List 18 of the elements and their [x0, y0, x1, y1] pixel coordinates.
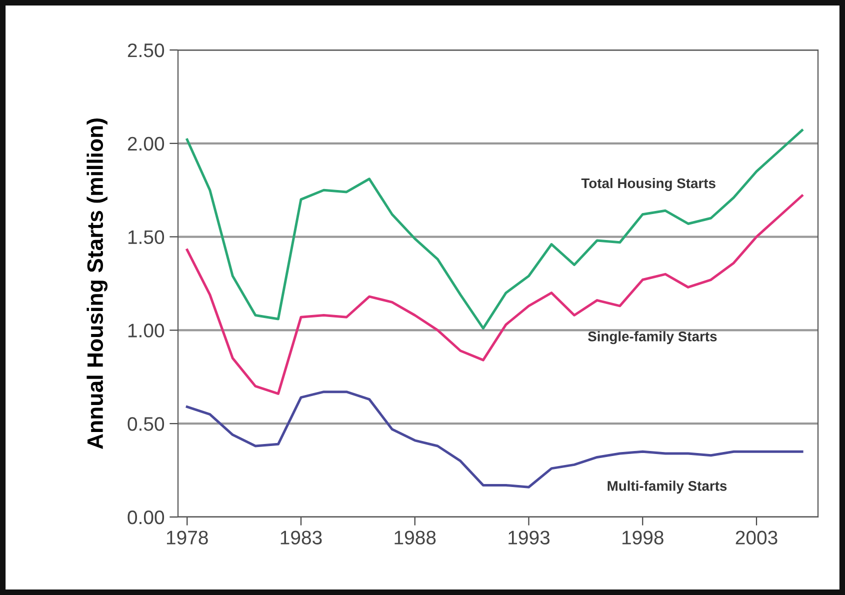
x-tick-label: 1978 — [166, 530, 208, 544]
x-tick-label: 1983 — [280, 530, 322, 544]
y-tick-label: 0.50 — [128, 417, 164, 431]
x-tick-label: 1988 — [394, 530, 436, 544]
y-tick-label: 0.00 — [128, 510, 164, 524]
series-label: Multi-family Starts — [608, 480, 727, 494]
line-series — [186, 194, 804, 395]
x-tick-label: 1993 — [508, 530, 550, 544]
y-axis-title: Annual Housing Starts (million) — [86, 118, 108, 449]
x-tick-label: 2003 — [736, 530, 778, 544]
x-tick-label: 1998 — [622, 530, 664, 544]
series-label: Single-family Starts — [588, 331, 717, 344]
y-tick-label: 2.00 — [128, 136, 164, 151]
y-tick-label: 1.50 — [128, 230, 164, 244]
line-series — [186, 129, 804, 330]
y-tick-label: 2.50 — [128, 43, 164, 58]
y-tick-label: 1.00 — [128, 324, 164, 338]
series-label: Total Housing Starts — [581, 178, 716, 191]
